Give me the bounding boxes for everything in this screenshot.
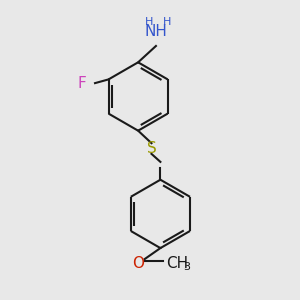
Text: S: S <box>147 141 156 156</box>
Text: F: F <box>77 76 86 91</box>
Text: 3: 3 <box>184 262 190 272</box>
Text: O: O <box>132 256 144 271</box>
Text: NH: NH <box>145 23 167 38</box>
Text: H: H <box>145 17 154 27</box>
Text: CH: CH <box>166 256 188 271</box>
Text: H: H <box>163 17 171 27</box>
